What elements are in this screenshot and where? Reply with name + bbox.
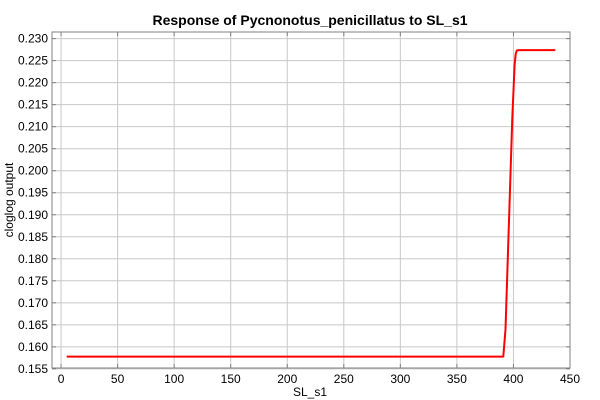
x-tick-label: 0 xyxy=(58,372,65,386)
x-tick-label: 350 xyxy=(447,372,467,386)
x-tick-label: 200 xyxy=(277,372,297,386)
y-tick-label: 0.155 xyxy=(18,362,48,376)
y-tick-label: 0.220 xyxy=(18,76,48,90)
x-tick-label: 150 xyxy=(221,372,241,386)
response-curve xyxy=(66,49,556,358)
x-tick-label: 400 xyxy=(503,372,523,386)
y-tick-label: 0.165 xyxy=(18,318,48,332)
axis-ticks: 0 50 100 150 200 250 300 350 400 450 0.155 0.160 0.1… xyxy=(18,32,580,386)
x-tick-label: 50 xyxy=(111,372,125,386)
y-tick-label: 0.195 xyxy=(18,186,48,200)
chart-title: Response of Pycnonotus_penicillatus to S… xyxy=(152,12,467,28)
y-tick-label: 0.200 xyxy=(18,164,48,178)
y-tick-label: 0.170 xyxy=(18,296,48,310)
x-tick-label: 450 xyxy=(560,372,580,386)
x-tick-label: 300 xyxy=(390,372,410,386)
x-axis-label: SL_s1 xyxy=(293,385,327,399)
series-layer xyxy=(66,49,556,358)
y-tick-label: 0.160 xyxy=(18,340,48,354)
x-tick-label: 100 xyxy=(164,372,184,386)
y-tick-label: 0.190 xyxy=(18,208,48,222)
y-axis-label: cloglog output xyxy=(2,162,16,237)
y-tick-label: 0.175 xyxy=(18,274,48,288)
grid xyxy=(52,32,571,370)
x-tick-label: 250 xyxy=(334,372,354,386)
y-tick-label: 0.205 xyxy=(18,142,48,156)
y-tick-label: 0.185 xyxy=(18,230,48,244)
y-tick-label: 0.210 xyxy=(18,120,48,134)
y-tick-label: 0.215 xyxy=(18,98,48,112)
plot-frame xyxy=(51,31,571,369)
y-tick-label: 0.225 xyxy=(18,54,48,68)
y-tick-label: 0.180 xyxy=(18,252,48,266)
y-tick-label: 0.230 xyxy=(18,32,48,46)
